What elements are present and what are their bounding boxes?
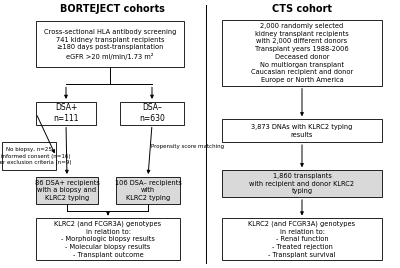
FancyBboxPatch shape — [116, 177, 180, 204]
FancyBboxPatch shape — [36, 177, 98, 204]
Text: No biopsy, n=25
- No informed consent (n=16)
- Other exclusion criteria (n=9): No biopsy, n=25 - No informed consent (n… — [0, 147, 72, 165]
Text: DSA–
n=630: DSA– n=630 — [139, 103, 165, 124]
FancyBboxPatch shape — [222, 119, 382, 142]
Text: 86 DSA+ recipients
with a biopsy and
KLRC2 typing: 86 DSA+ recipients with a biopsy and KLR… — [34, 180, 100, 201]
Text: Propensity score matching: Propensity score matching — [152, 144, 224, 149]
FancyBboxPatch shape — [222, 170, 382, 197]
Text: 2,000 randomly selected
kidney transplant recipients
with 2,000 different donors: 2,000 randomly selected kidney transplan… — [251, 23, 353, 83]
FancyBboxPatch shape — [222, 218, 382, 260]
FancyBboxPatch shape — [222, 20, 382, 86]
FancyBboxPatch shape — [36, 102, 96, 125]
FancyBboxPatch shape — [36, 218, 180, 260]
Text: CTS cohort: CTS cohort — [272, 4, 332, 14]
Text: 3,873 DNAs with KLRC2 typing
results: 3,873 DNAs with KLRC2 typing results — [251, 124, 353, 137]
FancyBboxPatch shape — [2, 142, 56, 170]
Text: 106 DSA– recipients
with
KLRC2 typing: 106 DSA– recipients with KLRC2 typing — [114, 180, 182, 201]
FancyBboxPatch shape — [36, 21, 184, 67]
Text: Cross-sectional HLA antibody screening
741 kidney transplant recipients
≥180 day: Cross-sectional HLA antibody screening 7… — [44, 29, 176, 59]
Text: DSA+
n=111: DSA+ n=111 — [53, 103, 79, 124]
Text: BORTEJECT cohorts: BORTEJECT cohorts — [60, 4, 164, 14]
Text: 1,860 transplants
with recipient and donor KLRC2
typing: 1,860 transplants with recipient and don… — [250, 173, 354, 194]
Text: KLRC2 (and FCGR3A) genotypes
in relation to:
- Morphologic biopsy results
- Mole: KLRC2 (and FCGR3A) genotypes in relation… — [54, 221, 162, 258]
FancyBboxPatch shape — [120, 102, 184, 125]
Text: KLRC2 (and FCGR3A) genotypes
in relation to:
- Renal function
- Treated rejectio: KLRC2 (and FCGR3A) genotypes in relation… — [248, 221, 356, 258]
